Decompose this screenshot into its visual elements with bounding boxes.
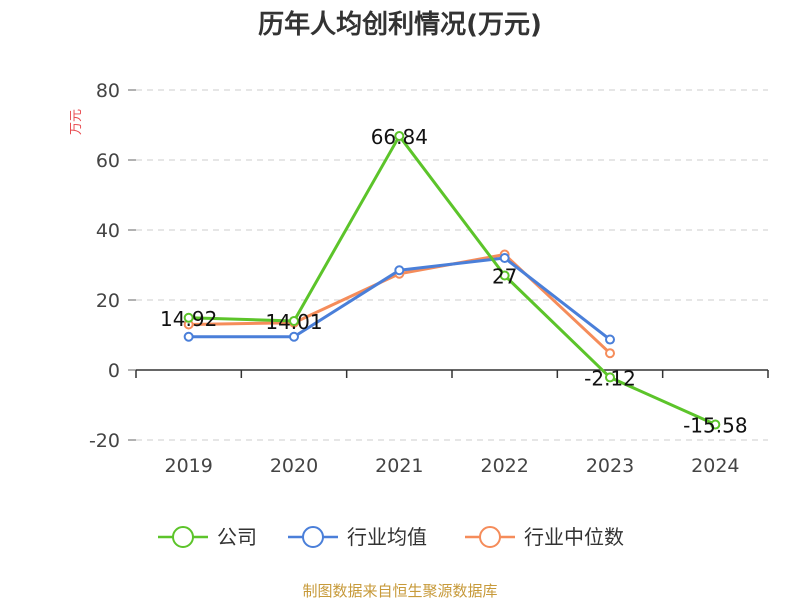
x-tick-label: 2020 <box>270 455 318 477</box>
data-label: 14.01 <box>265 310 322 334</box>
x-axis <box>135 369 769 378</box>
data-label: -2.12 <box>584 366 636 390</box>
legend-marker <box>302 526 324 548</box>
x-tick-label: 2023 <box>586 455 634 477</box>
y-tick-label: 40 <box>96 220 120 242</box>
x-tick-label: 2021 <box>375 455 423 477</box>
data-point[interactable] <box>289 331 299 342</box>
data-labels: 14.92 14.01 66.84 27 -2.12 -15.58 <box>160 125 748 437</box>
y-tick-label: -20 <box>89 430 120 452</box>
data-point[interactable] <box>499 253 510 263</box>
legend-item[interactable]: 行业均值 <box>288 525 427 549</box>
series-1 <box>183 253 615 345</box>
chart-title: 历年人均创利情况(万元) <box>258 9 542 40</box>
data-point[interactable] <box>289 315 299 326</box>
data-point[interactable] <box>394 131 405 142</box>
data-point[interactable] <box>183 331 194 342</box>
x-tick-label: 2024 <box>691 455 739 477</box>
data-point[interactable] <box>394 265 405 276</box>
data-point[interactable] <box>499 270 510 281</box>
data-point[interactable] <box>605 348 615 359</box>
x-tick-label: 2019 <box>164 455 212 477</box>
y-tick-label: 60 <box>96 150 120 172</box>
data-point[interactable] <box>710 419 721 430</box>
data-source: 制图数据来自恒生聚源数据库 <box>302 582 497 600</box>
data-point[interactable] <box>605 334 615 345</box>
legend-marker <box>172 526 194 548</box>
data-label: 27 <box>492 265 517 289</box>
legend: 公司 行业均值 行业中位数 <box>158 525 624 549</box>
y-axis: -20 0 20 40 60 80 <box>89 80 136 452</box>
legend-item[interactable]: 行业中位数 <box>465 525 624 549</box>
legend-label: 行业均值 <box>347 525 427 549</box>
legend-marker <box>479 526 501 548</box>
legend-label: 公司 <box>217 525 257 549</box>
y-axis-label: 万元 <box>69 109 84 135</box>
x-tick-labels: 2019 2020 2021 2022 2023 2024 <box>164 455 739 477</box>
data-point[interactable] <box>605 372 615 383</box>
data-point[interactable] <box>183 312 194 323</box>
x-tick-label: 2022 <box>480 455 528 477</box>
data-label: 14.92 <box>160 307 217 331</box>
series-line <box>187 134 717 427</box>
data-label: -15.58 <box>683 414 747 438</box>
legend-label: 行业中位数 <box>524 525 624 549</box>
y-tick-label: 80 <box>96 80 120 102</box>
legend-item[interactable]: 公司 <box>158 525 257 549</box>
y-tick-label: 20 <box>96 290 120 312</box>
y-tick-label: 0 <box>108 360 120 382</box>
data-label: 66.84 <box>371 125 428 149</box>
series-lines <box>183 131 721 430</box>
series-0 <box>183 131 721 430</box>
